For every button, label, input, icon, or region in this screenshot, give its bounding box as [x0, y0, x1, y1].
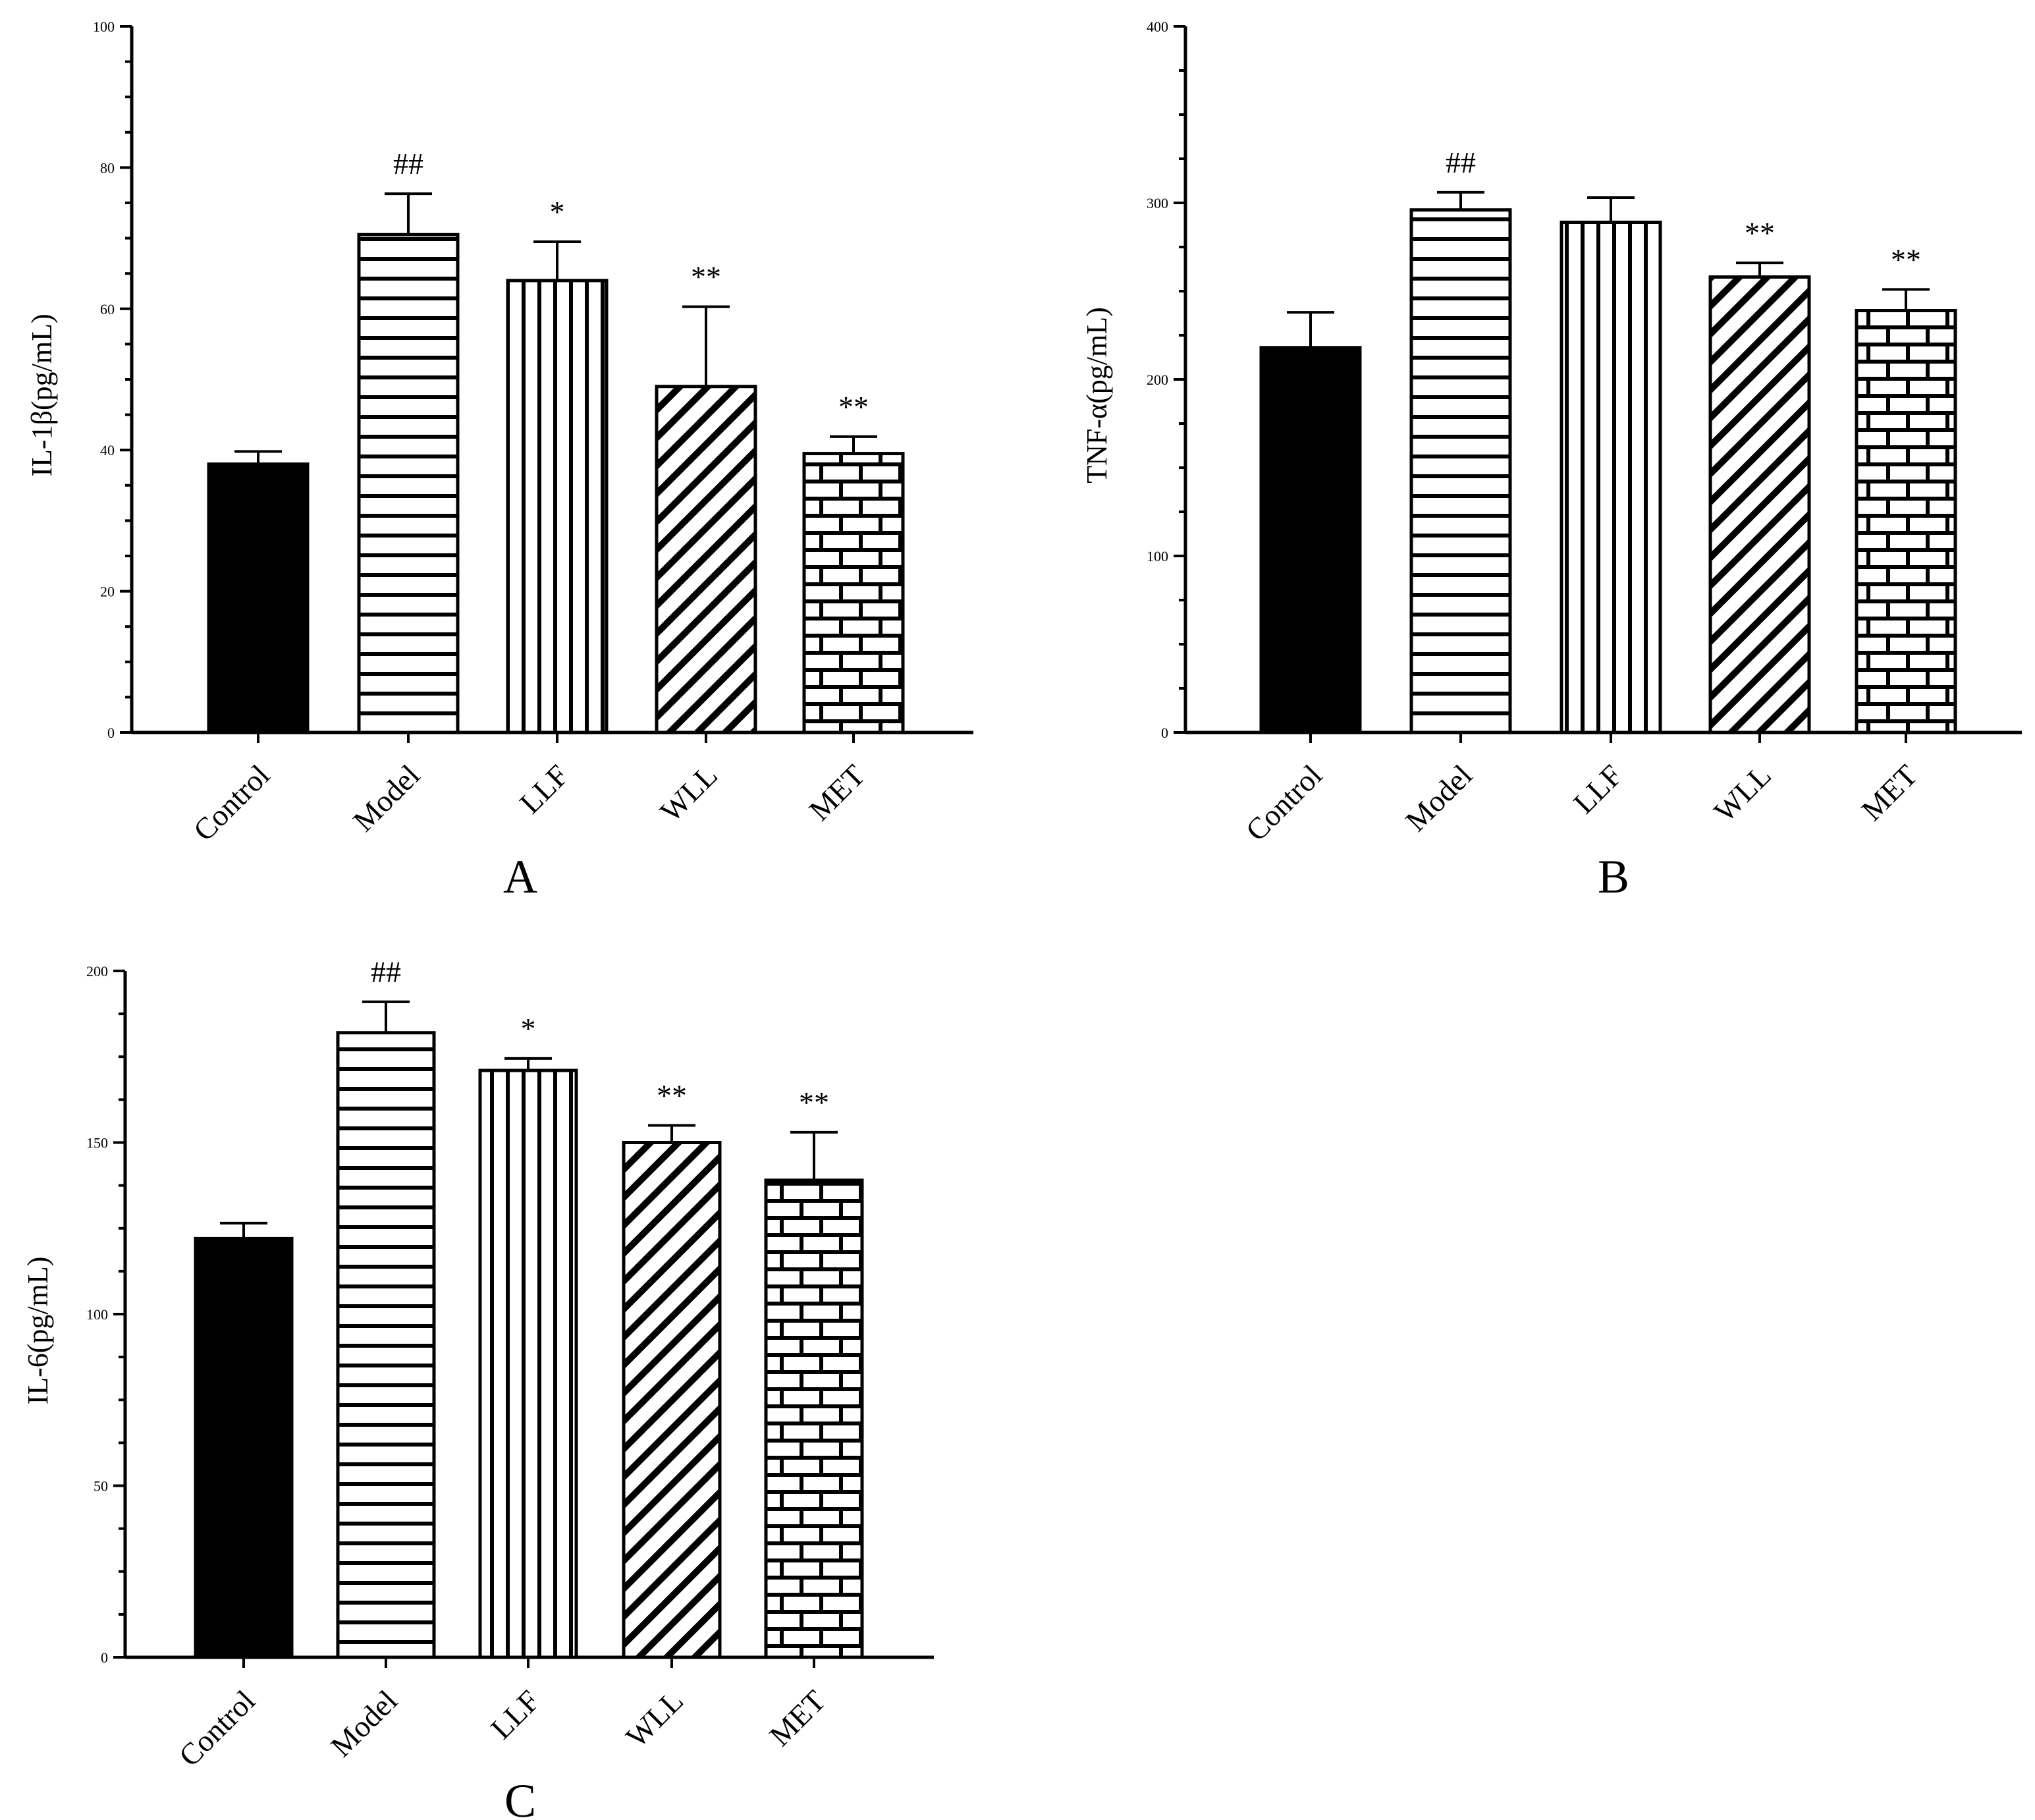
panel-b-bar-wll [1708, 275, 1811, 734]
panel-c: IL-6(pg/mL) C 0 50 100 150 200 Control Model ##… [22, 955, 934, 1820]
panel-a-bar-met [802, 452, 905, 734]
panel-b-y-tick-label: 400 [1147, 18, 1168, 35]
panel-a-y-tick-label: 100 [93, 18, 115, 35]
panel-c-significance-llf: * [521, 1012, 536, 1045]
panel-c-bar-model [336, 1031, 436, 1659]
panel-a-ylabel: IL-1β(pg/mL) [26, 314, 58, 476]
panel-a-x-label-model: Model [346, 758, 426, 838]
panel-c-x-label-control: Control [173, 1684, 261, 1773]
panel-c-y-tick-label: 150 [86, 1135, 108, 1151]
panel-b-ylabel: TNF-α(pg/mL) [1081, 307, 1113, 483]
panel-c-y-tick-label: 100 [86, 1306, 108, 1323]
panel-c-x-label-met: MET [763, 1684, 832, 1753]
panel-b-y-tick-label: 0 [1161, 725, 1168, 741]
panel-b-bar-met [1855, 308, 1957, 734]
panel-b-x-label-llf: LLF [1567, 758, 1629, 820]
panel-a-bar-wll [655, 385, 757, 734]
panel-b-bar-llf [1560, 220, 1662, 734]
panel-a-y-tick-label: 40 [100, 442, 115, 458]
panel-b-significance-wll: ** [1745, 216, 1775, 250]
panel-c-significance-met: ** [799, 1086, 829, 1119]
panel-b-significance-met: ** [1891, 242, 1921, 276]
panel-b-letter: B [1598, 850, 1629, 903]
panel-a-letter: A [503, 850, 537, 903]
panel-a-x-label-met: MET [802, 758, 871, 827]
panel-c-y-tick-label: 200 [86, 963, 108, 979]
panel-c-significance-model: ## [371, 955, 401, 989]
panel-a-bar-control [207, 462, 310, 734]
panel-c-x-label-model: Model [324, 1684, 404, 1763]
panel-c-bar-wll [622, 1141, 722, 1659]
panel-b-x-label-met: MET [1855, 758, 1924, 827]
panel-a-bar-llf [506, 279, 609, 734]
panel-c-bar-met [764, 1178, 864, 1659]
panel-a-x-label-llf: LLF [513, 758, 575, 820]
panel-a-y-tick-label: 80 [100, 159, 115, 176]
panel-b-y-tick-label: 300 [1147, 195, 1168, 211]
panel-c-x-label-llf: LLF [484, 1684, 546, 1746]
panel-c-bar-llf [478, 1068, 578, 1659]
panel-a-y-tick-label: 20 [100, 584, 115, 600]
panel-c-x-label-wll: WLL [620, 1684, 690, 1754]
panel-a-significance-wll: ** [691, 260, 721, 294]
panel-a-bar-model [357, 233, 460, 734]
panel-b-x-label-model: Model [1399, 758, 1479, 838]
panel-b: TNF-α(pg/mL) B 0 100 200 300 400 Control Model… [1081, 18, 2022, 903]
panel-a-significance-model: ## [393, 147, 423, 180]
panel-b-y-tick-label: 200 [1147, 372, 1168, 388]
panel-b-bar-control [1259, 346, 1362, 734]
panel-c-letter: C [504, 1775, 536, 1820]
panel-c-bar-control [194, 1236, 294, 1659]
panel-a-significance-llf: * [550, 195, 565, 229]
panel-a-x-label-control: Control [187, 758, 276, 847]
panel-b-bar-model [1409, 208, 1512, 734]
panel-a-y-tick-label: 60 [100, 301, 115, 317]
panel-a-y-tick-label: 0 [107, 725, 115, 741]
panel-b-x-label-wll: WLL [1708, 758, 1778, 829]
panel-c-y-tick-label: 50 [94, 1478, 108, 1495]
panel-c-significance-wll: ** [657, 1078, 687, 1112]
panel-b-significance-model: ## [1446, 146, 1476, 179]
panel-b-y-tick-label: 100 [1147, 548, 1168, 565]
panel-a-significance-met: ** [838, 390, 869, 424]
panel-c-ylabel: IL-6(pg/mL) [22, 1257, 54, 1405]
panel-c-y-tick-label: 0 [101, 1649, 108, 1666]
panel-a-x-label-wll: WLL [654, 758, 724, 829]
panel-a: IL-1β(pg/mL) A 0 20 40 60 80 100 Control Model #… [26, 18, 973, 903]
panel-b-x-label-control: Control [1239, 758, 1328, 847]
